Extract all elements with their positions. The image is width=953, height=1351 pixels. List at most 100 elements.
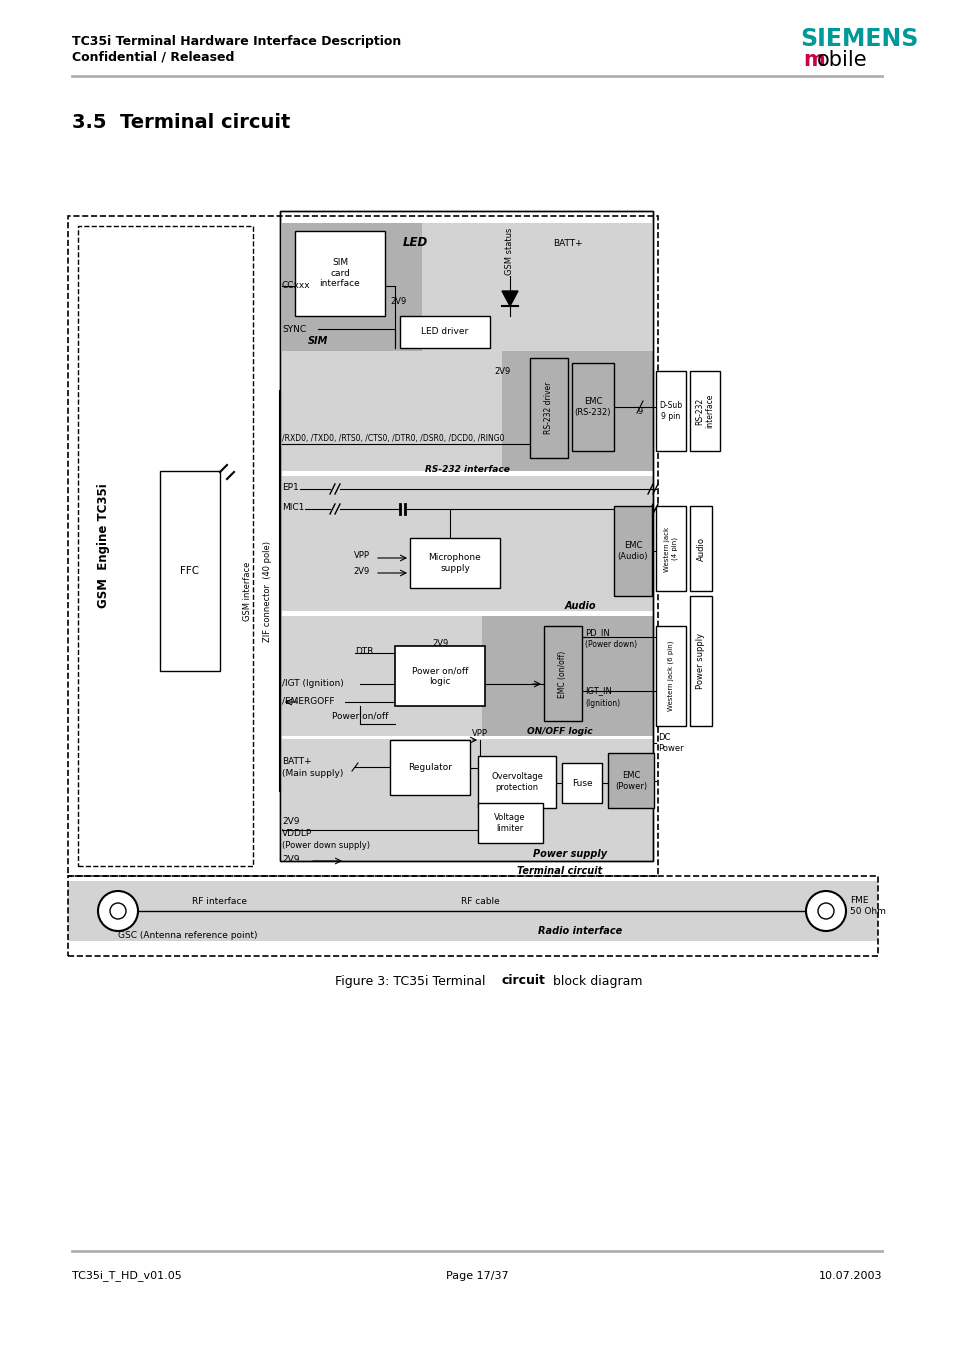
Bar [280, 211, 652, 861]
Text: RS-232 interface: RS-232 interface [425, 465, 510, 473]
Bar [477, 757, 556, 808]
Bar [656, 372, 685, 451]
Text: RF interface: RF interface [193, 897, 247, 905]
Text: Terminal circuit: Terminal circuit [517, 866, 602, 875]
Text: DC
Power: DC Power [658, 734, 683, 753]
Text: circuit: circuit [501, 974, 545, 988]
Text: block diagram: block diagram [548, 974, 641, 988]
Text: VDDLP: VDDLP [282, 830, 312, 839]
Text: /IGT (Ignition): /IGT (Ignition) [282, 678, 343, 688]
Text: BATT+: BATT+ [553, 239, 582, 247]
Text: RS-232
interface: RS-232 interface [695, 393, 714, 428]
Bar [282, 223, 421, 351]
Text: 2V9: 2V9 [282, 854, 299, 863]
Text: Microphone
supply: Microphone supply [428, 554, 481, 573]
Text: 9: 9 [637, 407, 642, 416]
Text: IGT_IN: IGT_IN [584, 686, 611, 696]
Text: TC35i Terminal Hardware Interface Description: TC35i Terminal Hardware Interface Descri… [71, 35, 401, 47]
Text: 2V9: 2V9 [282, 816, 299, 825]
Bar [68, 881, 877, 942]
Text: SYNC: SYNC [282, 324, 306, 334]
Text: SIEMENS: SIEMENS [800, 27, 918, 51]
Bar [689, 507, 711, 590]
Text: ON/OFF logic: ON/OFF logic [527, 727, 592, 735]
Bar [477, 802, 542, 843]
Text: Power on/off
logic: Power on/off logic [412, 666, 468, 686]
Text: Page 17/37: Page 17/37 [445, 1271, 508, 1281]
Bar [78, 226, 253, 866]
Bar [294, 231, 385, 316]
Text: SIM: SIM [308, 336, 328, 346]
Text: EMC
(Power): EMC (Power) [615, 771, 646, 790]
Bar [282, 223, 421, 351]
Bar [282, 476, 652, 611]
Bar [390, 740, 470, 794]
Text: RS-232 driver: RS-232 driver [544, 382, 553, 434]
Text: GSM  Engine TC35i: GSM Engine TC35i [96, 484, 110, 608]
Text: Fuse: Fuse [571, 778, 592, 788]
Text: (Power down): (Power down) [584, 640, 637, 650]
Text: RF cable: RF cable [460, 897, 498, 905]
Text: CCxxx: CCxxx [282, 281, 311, 290]
Text: (Power down supply): (Power down supply) [282, 842, 370, 851]
Bar [399, 316, 490, 349]
Text: MIC1: MIC1 [282, 504, 304, 512]
Text: VPP: VPP [472, 728, 488, 738]
Text: 3.5  Terminal circuit: 3.5 Terminal circuit [71, 113, 290, 132]
Bar [614, 507, 651, 596]
Bar [656, 507, 685, 590]
Text: Audio: Audio [696, 536, 705, 561]
Text: Regulator: Regulator [408, 763, 452, 773]
Text: Confidential / Released: Confidential / Released [71, 50, 234, 63]
Bar [282, 351, 652, 471]
Bar [543, 626, 581, 721]
Text: Radio interface: Radio interface [537, 925, 621, 936]
Bar [282, 616, 481, 736]
Bar [282, 739, 652, 861]
Text: GSM interface: GSM interface [243, 561, 253, 620]
Text: 2V9: 2V9 [390, 296, 406, 305]
Bar [689, 372, 720, 451]
Text: EP1: EP1 [282, 484, 298, 493]
Bar [689, 596, 711, 725]
Text: Power on/off: Power on/off [332, 712, 388, 720]
Text: SIM
card
interface: SIM card interface [319, 258, 360, 288]
Circle shape [98, 892, 138, 931]
Text: ZIF connector  (40 pole): ZIF connector (40 pole) [263, 540, 273, 642]
Text: (Ignition): (Ignition) [584, 698, 619, 708]
Text: Figure 3: TC35i Terminal: Figure 3: TC35i Terminal [335, 974, 489, 988]
Text: FFC: FFC [180, 566, 199, 576]
Text: Western jack
(4 pin): Western jack (4 pin) [663, 527, 677, 571]
Text: VPP: VPP [354, 551, 370, 561]
Text: EMC (on/off): EMC (on/off) [558, 650, 567, 697]
Text: /EMERGOFF: /EMERGOFF [282, 697, 335, 705]
Text: DTR: DTR [355, 647, 374, 655]
Polygon shape [501, 290, 517, 305]
Text: LED driver: LED driver [421, 327, 468, 336]
Text: EMC
(Audio): EMC (Audio) [618, 542, 648, 561]
Text: TC35i_T_HD_v01.05: TC35i_T_HD_v01.05 [71, 1270, 182, 1282]
Bar [607, 753, 654, 808]
Bar [282, 351, 501, 471]
Bar [282, 223, 651, 351]
Text: 2V9: 2V9 [432, 639, 448, 647]
Text: GSC (Antenna reference point): GSC (Antenna reference point) [118, 931, 257, 940]
Bar [160, 471, 220, 671]
Text: LED: LED [402, 236, 427, 250]
Text: BATT+: BATT+ [282, 757, 312, 766]
Text: FME
50 Ohm: FME 50 Ohm [849, 896, 885, 916]
Text: Power supply: Power supply [533, 848, 606, 859]
Bar [68, 216, 658, 875]
Text: Audio: Audio [563, 601, 596, 611]
Bar [656, 626, 685, 725]
Bar [530, 358, 567, 458]
Text: PD_IN: PD_IN [584, 628, 609, 638]
Text: /RXD0, /TXD0, /RTS0, /CTS0, /DTR0, /DSR0, /DCD0, /RING0: /RXD0, /TXD0, /RTS0, /CTS0, /DTR0, /DSR0… [282, 435, 504, 443]
Text: EMC
(RS-232): EMC (RS-232) [574, 397, 611, 416]
Text: Western jack (6 pin): Western jack (6 pin) [667, 640, 674, 711]
Text: (Main supply): (Main supply) [282, 769, 343, 777]
Text: 2V9: 2V9 [354, 566, 370, 576]
Text: obile: obile [816, 50, 866, 70]
Text: 2V9: 2V9 [494, 366, 510, 376]
Bar [280, 211, 652, 861]
